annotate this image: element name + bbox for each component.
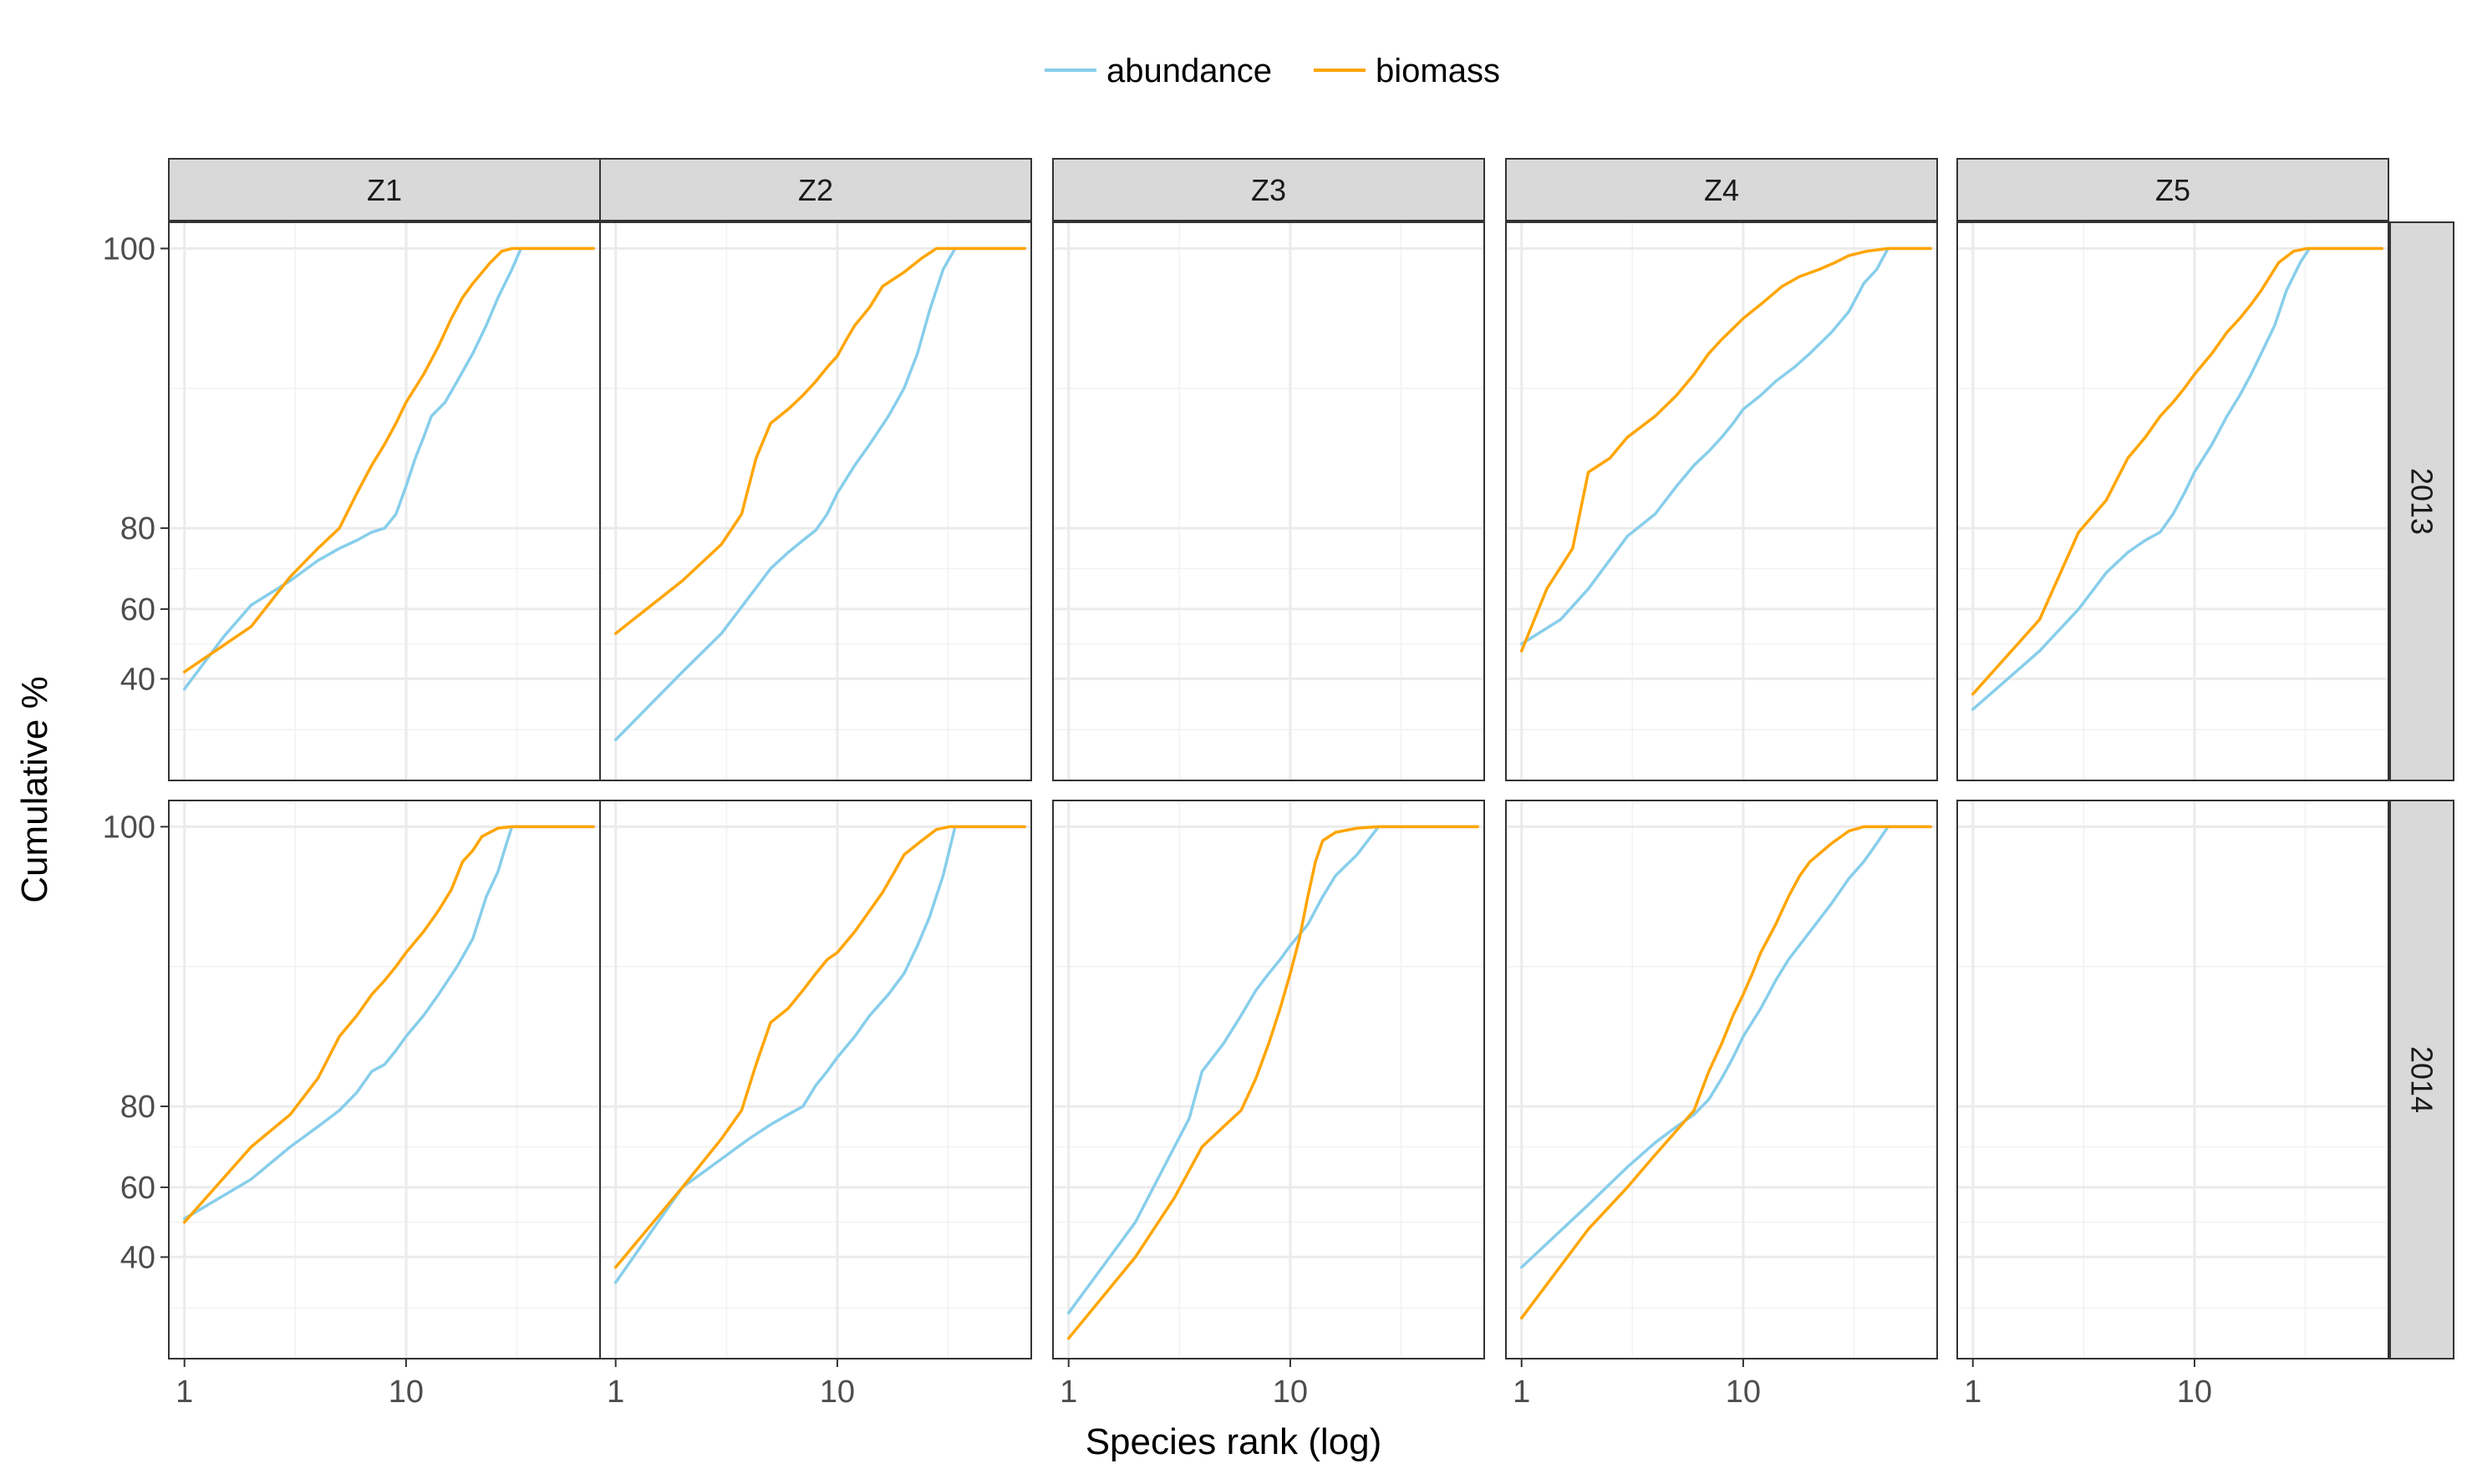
y-tick-label: 60	[120, 592, 155, 628]
x-tick-label: 10	[2177, 1375, 2212, 1410]
panel-z4-2014: 1 10	[1505, 800, 1938, 1410]
panel-z3-2014: 1 10	[1052, 800, 1485, 1410]
series-line-abundance	[1066, 825, 1479, 1315]
panel-background	[600, 800, 1031, 1359]
y-axis-title: Cumulative %	[14, 676, 55, 902]
facet-row-strip-label: 2014	[2405, 1046, 2439, 1113]
facet-strip-z3: Z3	[1052, 158, 1485, 221]
panel-background	[1053, 800, 1484, 1359]
panel-z2-2013	[599, 221, 1032, 781]
panel-z3-2013	[1052, 221, 1485, 781]
facet-strip-label: Z5	[2155, 173, 2190, 207]
x-tick-label: 10	[1273, 1375, 1308, 1410]
y-tick-label: 40	[120, 1240, 155, 1275]
panel-border	[1505, 221, 1938, 781]
facet-strip-z2: Z2	[599, 158, 1032, 221]
facet-strip-bg	[168, 158, 601, 221]
x-tick-label: 1	[1964, 1375, 1981, 1410]
facet-row-strip-bg	[2389, 221, 2454, 781]
panel-border	[1956, 800, 2389, 1359]
panel-z4-2013	[1505, 221, 1938, 781]
x-tick-label: 10	[1726, 1375, 1761, 1410]
series-line-abundance	[613, 246, 1026, 742]
panel-border	[599, 221, 1032, 781]
series-line-abundance	[182, 246, 595, 691]
panel-background	[169, 800, 600, 1359]
x-axis-title: Species rank (log)	[1086, 1421, 1382, 1462]
panel-background	[600, 222, 1031, 780]
facet-strip-z4: Z4	[1505, 158, 1938, 221]
panel-z5-2013	[1956, 221, 2389, 781]
facet-row-strip-2013: 2013	[2389, 221, 2454, 781]
facet-strip-label: Z3	[1251, 173, 1286, 207]
series-line-abundance	[1971, 246, 2383, 711]
legend: abundance biomass	[1045, 53, 1500, 89]
series-line-biomass	[613, 246, 1026, 635]
facet-strip-z1: Z1	[168, 158, 601, 221]
y-tick-label: 80	[120, 1090, 155, 1125]
facet-row-strip-label: 2013	[2405, 468, 2439, 535]
panel-background	[1053, 222, 1484, 780]
x-tick-label: 1	[607, 1375, 624, 1410]
series-line-biomass	[1519, 246, 1932, 653]
legend-label-biomass: biomass	[1376, 53, 1500, 89]
panel-z2-2014: 1 10	[599, 800, 1032, 1410]
facet-strip-label: Z2	[798, 173, 833, 207]
series-line-biomass	[1066, 825, 1479, 1340]
y-tick-label: 100	[103, 231, 155, 267]
series-line-biomass	[1971, 246, 2383, 696]
panel-border	[599, 800, 1032, 1359]
panel-background	[1957, 800, 2388, 1359]
y-tick-label: 80	[120, 511, 155, 546]
panel-background	[169, 222, 600, 780]
y-tick-label: 100	[103, 810, 155, 845]
legend-label-abundance: abundance	[1106, 53, 1272, 89]
x-tick-label: 1	[1513, 1375, 1530, 1410]
facet-strip-label: Z1	[367, 173, 402, 207]
series-line-abundance	[182, 825, 595, 1221]
series-line-biomass	[182, 825, 595, 1224]
x-tick-label: 1	[175, 1375, 193, 1410]
panel-z1-2014: 40 60 80 100 1 10	[103, 800, 601, 1410]
facet-row-strip-bg	[2389, 800, 2454, 1359]
x-tick-label: 10	[389, 1375, 424, 1410]
facet-strip-bg	[1956, 158, 2389, 221]
facet-strip-bg	[599, 158, 1032, 221]
facet-strip-bg	[1505, 158, 1938, 221]
y-tick-label: 40	[120, 662, 155, 697]
facet-row-strip-2014: 2014	[2389, 800, 2454, 1359]
panel-border	[1505, 800, 1938, 1359]
facet-strip-bg	[1052, 158, 1485, 221]
series-line-abundance	[1519, 825, 1932, 1269]
panel-border	[1052, 800, 1485, 1359]
series-line-abundance	[613, 825, 1026, 1284]
panel-z1-2013: 40 60 80 100	[103, 221, 601, 781]
facet-strip-z5: Z5	[1956, 158, 2389, 221]
series-line-biomass	[1519, 825, 1932, 1320]
panel-background	[1957, 222, 2388, 780]
series-line-biomass	[182, 246, 595, 673]
panel-border	[1956, 221, 2389, 781]
x-tick-label: 1	[1060, 1375, 1077, 1410]
y-tick-label: 60	[120, 1171, 155, 1206]
series-line-biomass	[613, 825, 1026, 1269]
series-line-abundance	[1519, 246, 1932, 646]
x-tick-label: 10	[820, 1375, 855, 1410]
panel-background	[1506, 222, 1937, 780]
facet-strip-label: Z4	[1704, 173, 1739, 207]
panel-z5-2014: 1 10	[1956, 800, 2389, 1410]
panel-border	[1052, 221, 1485, 781]
